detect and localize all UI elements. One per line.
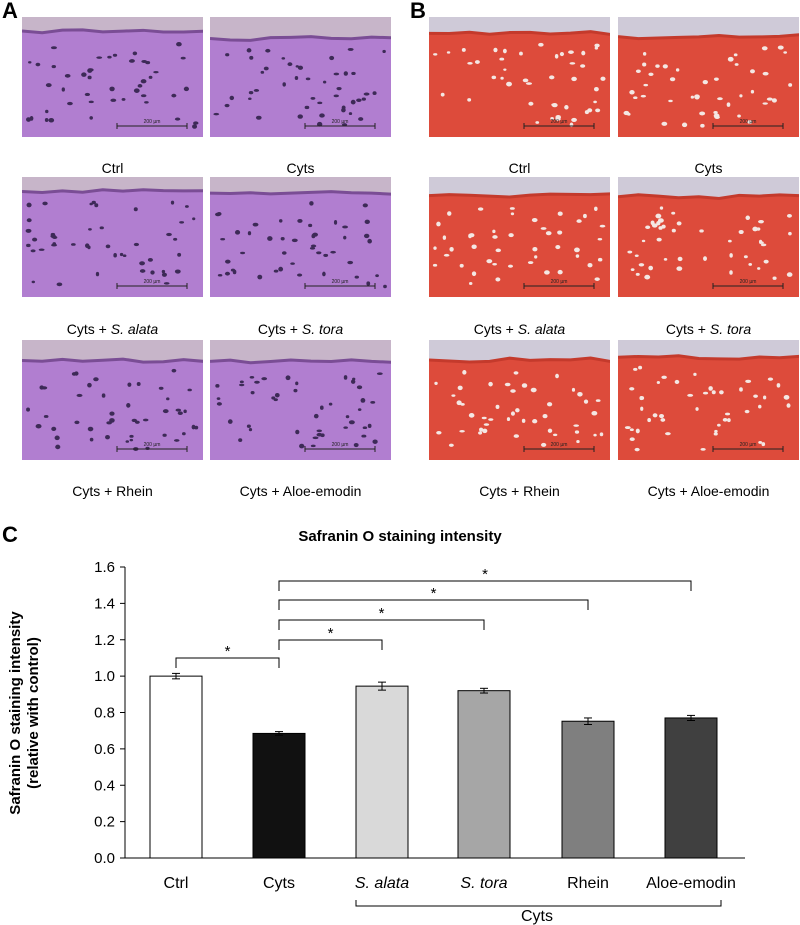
scale-bar-label: 200 µm	[740, 119, 757, 125]
scale-bar-label: 200 µm	[144, 442, 161, 448]
significance-marker: *	[328, 625, 334, 642]
safranin-caption: Cyts + S. tora	[665, 321, 752, 337]
he-micrograph: 200 µm	[210, 17, 391, 137]
significance-bracket	[175, 657, 280, 668]
scale-bar-label: 200 µm	[332, 119, 349, 125]
safranin-caption: Cyts + Aloe-emodin	[647, 483, 770, 499]
panel-letter-a: A	[2, 0, 18, 23]
x-tick-label: Rhein	[567, 875, 609, 892]
group-label: Cyts	[521, 908, 553, 925]
safranin-micrograph: 200 µm	[618, 340, 799, 460]
chart-title: Safranin O staining intensity	[298, 528, 502, 545]
he-caption: Cyts + Aloe-emodin	[239, 483, 362, 499]
y-axis-label: Safranin O staining intensity(relative w…	[7, 611, 42, 815]
scale-bar-label: 200 µm	[332, 442, 349, 448]
scale-bar-label: 200 µm	[551, 119, 568, 125]
scale-bar-label: 200 µm	[740, 279, 757, 285]
significance-bracket	[278, 639, 383, 650]
y-tick-label: 1.2	[94, 632, 115, 649]
y-tick-label: 1.6	[94, 559, 115, 576]
x-tick-label: S. alata	[355, 875, 409, 892]
y-tick-label: 1.4	[94, 595, 115, 612]
bar	[664, 717, 718, 859]
he-micrograph: 200 µm	[210, 340, 391, 460]
y-tick-label: 0.4	[94, 777, 115, 794]
significance-marker: *	[225, 643, 231, 660]
he-caption: Cyts + Rhein	[72, 483, 153, 499]
x-tick-label: Aloe-emodin	[646, 875, 736, 892]
scale-bar-label: 200 µm	[144, 279, 161, 285]
he-caption: Cyts + S. tora	[257, 321, 344, 337]
scale-bar-label: 200 µm	[740, 442, 757, 448]
bar	[149, 675, 203, 859]
panel-letter-b: B	[410, 0, 426, 23]
y-tick-label: 0.8	[94, 705, 115, 722]
bar	[457, 690, 511, 859]
he-caption: Cyts	[286, 160, 315, 176]
significance-marker: *	[482, 566, 488, 583]
he-caption: Ctrl	[101, 160, 124, 176]
scale-bar-label: 200 µm	[144, 119, 161, 125]
he-micrograph: 200 µm	[22, 340, 203, 460]
safranin-micrograph: 200 µm	[429, 340, 610, 460]
y-tick-label: 1.0	[94, 668, 115, 685]
safranin-caption: Ctrl	[508, 160, 531, 176]
significance-bracket	[278, 619, 485, 630]
safranin-caption: Cyts + S. alata	[473, 321, 566, 337]
he-micrograph: 200 µm	[210, 177, 391, 297]
scale-bar-label: 200 µm	[332, 279, 349, 285]
safranin-caption: Cyts + Rhein	[479, 483, 560, 499]
x-tick-label: Cyts	[263, 875, 295, 892]
he-caption: Cyts + S. alata	[66, 321, 159, 337]
safranin-micrograph: 200 µm	[618, 177, 799, 297]
significance-bracket	[278, 580, 692, 591]
safranin-micrograph: 200 µm	[429, 177, 610, 297]
x-tick-label: Ctrl	[164, 875, 189, 892]
significance-marker: *	[431, 585, 437, 602]
bar	[561, 720, 615, 859]
safranin-micrograph: 200 µm	[429, 17, 610, 137]
scale-bar-label: 200 µm	[551, 442, 568, 448]
group-bracket	[355, 900, 722, 907]
bar	[355, 685, 409, 859]
significance-bracket	[278, 599, 589, 610]
y-tick-label: 0.6	[94, 741, 115, 758]
panel-letter-c: C	[2, 522, 18, 547]
significance-marker: *	[379, 605, 385, 622]
safranin-micrograph: 200 µm	[618, 17, 799, 137]
safranin-caption: Cyts	[694, 160, 723, 176]
bar	[252, 732, 306, 859]
scale-bar-label: 200 µm	[551, 279, 568, 285]
x-tick-label: S. tora	[460, 875, 507, 892]
he-micrograph: 200 µm	[22, 177, 203, 297]
y-tick-label: 0.2	[94, 814, 115, 831]
y-tick-label: 0.0	[94, 850, 115, 867]
he-micrograph: 200 µm	[22, 17, 203, 137]
